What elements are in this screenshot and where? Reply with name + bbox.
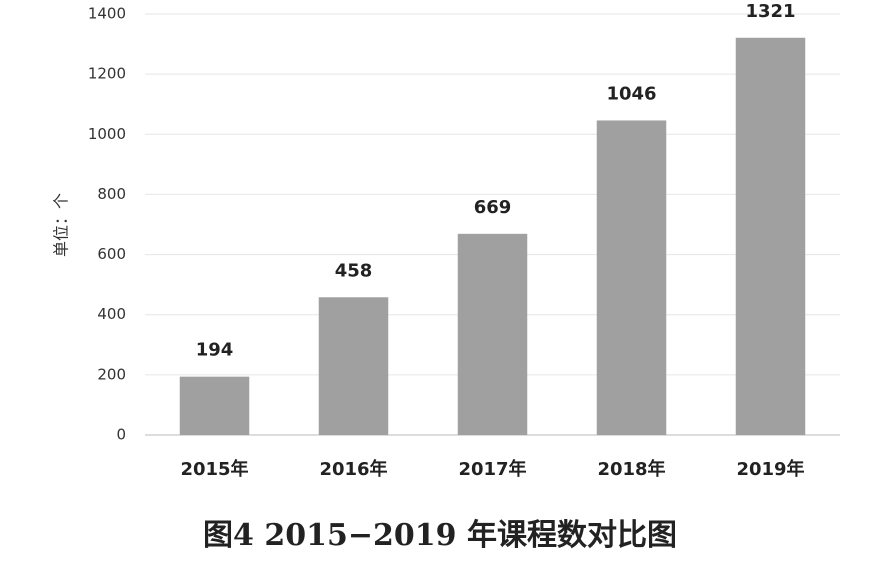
y-tick-label: 0 <box>116 426 126 444</box>
x-tick-label: 2018年 <box>597 458 665 480</box>
x-tick-label: 2015年 <box>180 458 248 480</box>
value-label: 1046 <box>606 83 656 104</box>
y-axis-label: 单位：个 <box>52 193 71 257</box>
bar <box>596 120 667 436</box>
value-label: 669 <box>474 197 512 218</box>
bar <box>735 37 806 435</box>
y-tick-label: 1400 <box>88 5 126 23</box>
value-label: 458 <box>335 260 373 281</box>
x-tick-label: 2019年 <box>736 458 804 480</box>
value-label: 1321 <box>745 1 795 22</box>
x-tick-label: 2016年 <box>319 458 387 480</box>
bar <box>179 376 250 435</box>
y-tick-label: 800 <box>97 185 126 203</box>
y-tick-label: 600 <box>97 245 126 263</box>
x-tick-label: 2017年 <box>458 458 526 480</box>
bar <box>457 233 528 435</box>
y-tick-label: 400 <box>97 305 126 323</box>
y-tick-label: 200 <box>97 365 126 383</box>
chart-caption: 图4 2015−2019 年课程数对比图 <box>203 518 677 553</box>
y-tick-label: 1200 <box>88 65 126 83</box>
value-label: 194 <box>196 340 234 361</box>
y-tick-label: 1000 <box>88 125 126 143</box>
bar <box>318 297 389 435</box>
